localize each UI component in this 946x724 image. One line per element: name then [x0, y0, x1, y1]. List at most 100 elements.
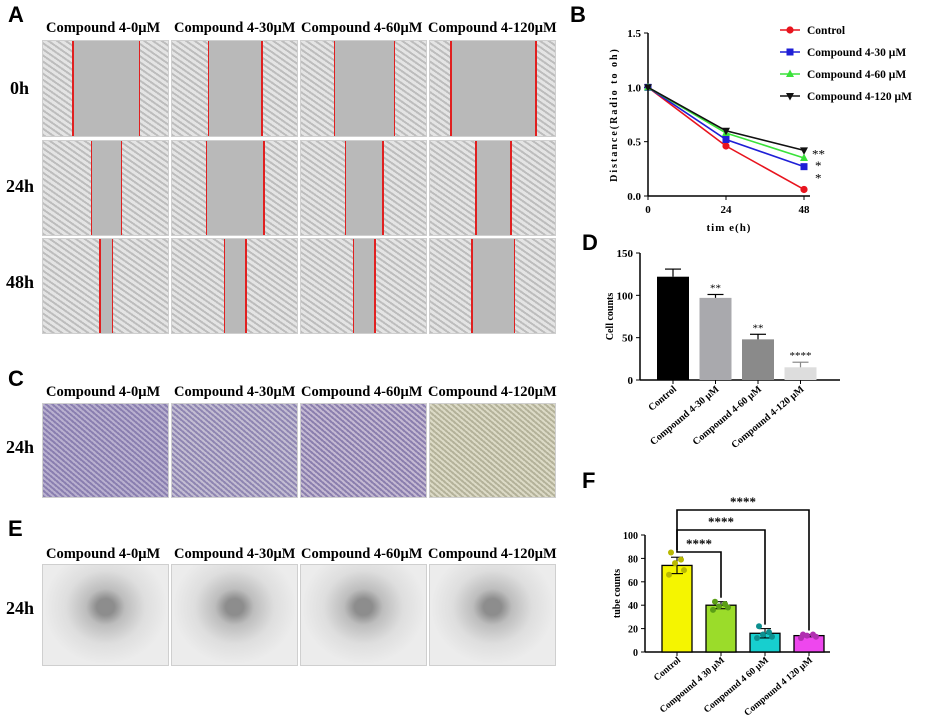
legend-marker	[786, 48, 794, 56]
scratch-gap	[223, 239, 246, 333]
scratch-edge-line	[471, 239, 473, 333]
y-tick-label: 0	[633, 648, 638, 659]
x-tick-label: 48	[799, 204, 811, 216]
scratch-edge-line	[90, 141, 92, 235]
bar	[661, 564, 693, 653]
data-point	[800, 185, 808, 194]
y-tick-label: 150	[617, 248, 634, 260]
scratch-edge-line	[352, 239, 355, 333]
significance-label: **	[710, 282, 721, 294]
scratch-gap	[333, 41, 394, 136]
legend-label: Compound 4-60 μM	[807, 69, 906, 81]
legend-marker	[786, 93, 794, 101]
scratch-micrograph	[429, 238, 556, 334]
replicate-point	[760, 631, 766, 638]
y-axis-label: tube counts	[612, 569, 623, 618]
scratch-gap	[205, 141, 264, 235]
tube-formation-micrograph	[429, 564, 556, 666]
scratch-edge-line	[450, 41, 452, 136]
data-point	[722, 142, 730, 150]
x-axis-label: tim e(h)	[707, 222, 752, 234]
replicate-point	[766, 629, 772, 636]
scratch-micrograph	[171, 40, 298, 137]
significance-bracket	[676, 550, 722, 598]
scratch-edge-line	[207, 41, 210, 136]
scratch-edge-line	[99, 239, 101, 333]
panel-e-col-header: Compound 4-120μM	[428, 546, 557, 562]
scratch-edge-line	[261, 41, 263, 136]
y-tick-label: 0.5	[627, 137, 641, 149]
significance-label: ****	[708, 514, 734, 529]
scratch-gap	[475, 141, 510, 235]
panel-a-col-header: Compound 4-0μM	[46, 20, 161, 36]
scratch-micrograph	[429, 140, 556, 236]
panel-c-col-header: Compound 4-0μM	[46, 384, 161, 400]
data-point	[800, 153, 808, 161]
legend-label: Compound 4-120 μM	[807, 91, 912, 103]
significance-label: ****	[686, 536, 712, 551]
transwell-micrograph	[300, 403, 427, 498]
significance-label: **	[812, 146, 825, 161]
panel-c-col-header: Compound 4-30μM	[174, 384, 296, 400]
panel-e-col-header: Compound 4-60μM	[301, 546, 423, 562]
scratch-micrograph	[171, 140, 298, 236]
panel-letter-c: C	[8, 366, 24, 391]
bar	[705, 604, 737, 653]
bar	[742, 339, 774, 380]
y-tick-label: 80	[628, 554, 638, 565]
x-tick-label: Compound 4-120 μM	[729, 384, 806, 451]
panel-letter-b: B	[570, 2, 586, 27]
significance-label: *	[815, 158, 822, 173]
y-tick-label: 1.0	[627, 82, 641, 94]
x-tick-label: 24	[721, 204, 733, 216]
scratch-edge-line	[535, 41, 537, 136]
tube-formation-micrograph	[300, 564, 427, 666]
scratch-edge-line	[510, 141, 512, 235]
replicate-point	[754, 634, 760, 641]
panel-a-row-label: 48h	[6, 272, 35, 292]
x-tick-label: Control	[652, 655, 683, 683]
replicate-point	[756, 623, 762, 630]
legend-label: Control	[807, 25, 845, 37]
y-tick-label: 60	[628, 578, 638, 589]
scratch-edge-line	[111, 239, 114, 333]
replicate-point	[804, 632, 810, 639]
scratch-micrograph	[42, 140, 169, 236]
scratch-edge-line	[513, 239, 516, 333]
y-axis-label: Distance(Radio to oh)	[609, 47, 620, 182]
significance-label: **	[753, 322, 764, 334]
scratch-gap	[72, 41, 139, 136]
y-tick-label: 100	[617, 290, 634, 302]
bar	[699, 297, 732, 380]
scratch-micrograph	[300, 140, 427, 236]
panel-e-col-header: Compound 4-30μM	[174, 546, 296, 562]
scratch-micrograph	[300, 238, 427, 334]
scratch-edge-line	[475, 141, 477, 235]
y-tick-label: 50	[622, 333, 634, 345]
panel-letter-f: F	[582, 468, 596, 493]
panel-c-col-header: Compound 4-60μM	[301, 384, 423, 400]
panel-e-col-header: Compound 4-0μM	[46, 546, 161, 562]
scratch-gap	[352, 239, 375, 333]
y-tick-label: 40	[628, 601, 638, 612]
scratch-edge-line	[382, 141, 384, 235]
bar	[784, 367, 817, 380]
scratch-edge-line	[205, 141, 208, 235]
series-line	[647, 86, 805, 168]
y-tick-label: 20	[628, 625, 638, 636]
bar	[657, 276, 689, 380]
scratch-edge-line	[393, 41, 395, 136]
scratch-edge-line	[344, 141, 347, 235]
data-point	[722, 135, 730, 143]
replicate-point	[668, 549, 674, 556]
data-point	[800, 147, 808, 155]
scratch-gap	[344, 141, 383, 235]
significance-label: *	[815, 171, 822, 186]
scratch-edge-line	[138, 41, 141, 136]
data-point	[800, 163, 808, 171]
replicate-point	[666, 571, 672, 578]
replicate-point	[712, 598, 718, 605]
panel-c-col-header: Compound 4-120μM	[428, 384, 557, 400]
panel-c-row-label: 24h	[6, 437, 35, 457]
scratch-micrograph	[300, 40, 427, 137]
